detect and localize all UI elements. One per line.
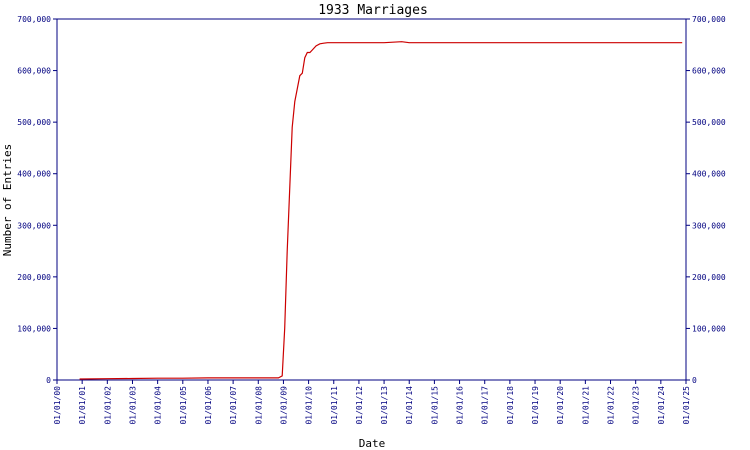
x-tick-label: 01/01/23 [632, 386, 641, 425]
y-tick-label-left: 500,000 [17, 118, 51, 127]
x-tick-label: 01/01/20 [556, 386, 565, 425]
y-tick-label-left: 400,000 [17, 170, 51, 179]
x-tick-label: 01/01/03 [128, 386, 137, 425]
y-tick-label-left: 0 [46, 376, 51, 385]
x-tick-label: 01/01/00 [53, 386, 62, 425]
x-tick-label: 01/01/08 [254, 386, 263, 425]
y-axis-label: Number of Entries [1, 144, 14, 257]
y-tick-label-left: 600,000 [17, 67, 51, 76]
y-tick-label-right: 200,000 [692, 273, 726, 282]
x-tick-label: 01/01/24 [657, 386, 666, 425]
x-tick-label: 01/01/05 [179, 386, 188, 425]
x-tick-label: 01/01/18 [506, 386, 515, 425]
y-tick-label-right: 600,000 [692, 67, 726, 76]
y-tick-label-left: 300,000 [17, 221, 51, 230]
x-tick-label: 01/01/11 [330, 386, 339, 425]
plot-frame [56, 18, 687, 381]
y-tick-label-right: 700,000 [692, 15, 726, 24]
x-tick-label: 01/01/06 [204, 386, 213, 425]
x-tick-label: 01/01/14 [405, 386, 414, 425]
chart-title: 1933 Marriages [318, 3, 428, 18]
x-tick-label: 01/01/01 [78, 386, 87, 425]
x-tick-label: 01/01/17 [481, 386, 490, 425]
x-tick-label: 01/01/13 [380, 386, 389, 425]
x-tick-label: 01/01/02 [103, 386, 112, 425]
x-tick-label: 01/01/21 [581, 386, 590, 425]
y-tick-label-right: 300,000 [692, 221, 726, 230]
x-tick-label: 01/01/12 [355, 386, 364, 425]
x-axis-label: Date [359, 437, 386, 450]
x-tick-label: 01/01/19 [531, 386, 540, 425]
x-tick-label: 01/01/22 [607, 386, 616, 425]
x-tick-label: 01/01/25 [682, 386, 691, 425]
x-tick-label: 01/01/10 [305, 386, 314, 425]
y-tick-label-right: 400,000 [692, 170, 726, 179]
series-line-0 [79, 41, 683, 380]
y-tick-label-right: 500,000 [692, 118, 726, 127]
y-tick-label-left: 100,000 [17, 324, 51, 333]
y-tick-label-left: 700,000 [17, 15, 51, 24]
x-tick-label: 01/01/07 [229, 386, 238, 425]
x-tick-label: 01/01/15 [430, 386, 439, 425]
y-tick-label-left: 200,000 [17, 273, 51, 282]
y-tick-label-right: 0 [692, 376, 697, 385]
x-tick-label: 01/01/04 [154, 386, 163, 425]
y-tick-label-right: 100,000 [692, 324, 726, 333]
x-tick-label: 01/01/16 [456, 386, 465, 425]
plot-area: 0 0 100,000 100,000 200,000 200,000 300,000 300… [17, 15, 726, 425]
x-tick-label: 01/01/09 [279, 386, 288, 425]
